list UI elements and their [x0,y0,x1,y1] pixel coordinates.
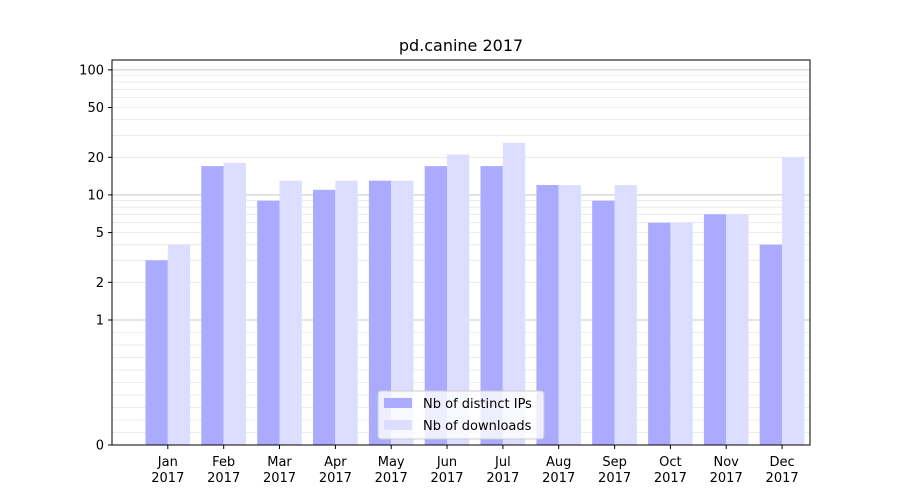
bar-downloads [670,222,693,445]
bar-distinct-ips [368,180,392,445]
bar-distinct-ips [257,200,280,445]
plot-frame [111,59,811,446]
x-tick-label-year: 2017 [486,471,519,486]
bar-downloads [391,180,414,445]
bar-distinct-ips [592,200,615,445]
bar-downloads [726,214,749,445]
bar-distinct-ips [480,166,503,445]
y-tick-label: 10 [87,188,104,203]
bar-distinct-ips [145,260,168,445]
legend-label-distinct-ips: Nb of distinct IPs [423,397,532,412]
x-tick-label-month: May [378,455,405,470]
y-tick-label: 0 [96,439,104,454]
legend-swatch-distinct-ips [384,398,412,408]
y-axis: 0 1 2 5 10 20 50 100 [79,63,112,454]
x-axis: Jan2017Feb2017Mar2017Apr2017May2017Jun20… [151,445,799,486]
x-tick-label-month: Jun [436,455,457,470]
y-tick-label: 20 [87,151,104,166]
x-tick-label-year: 2017 [319,471,352,486]
bar-distinct-ips [536,185,559,445]
bar-downloads [223,163,246,445]
bar-downloads [167,244,191,445]
legend-swatch-downloads [384,420,412,430]
y-tick-label: 1 [96,314,104,329]
x-tick-label-year: 2017 [542,471,575,486]
bar-downloads [558,185,581,445]
x-tick-label-year: 2017 [375,471,408,486]
legend-label-downloads: Nb of downloads [423,419,532,434]
bar-downloads [782,157,805,446]
x-tick-label-year: 2017 [710,471,743,486]
x-tick-label-month: Feb [212,455,235,470]
bar-downloads [502,143,526,445]
x-tick-label-month: Jan [157,455,178,470]
x-tick-label-year: 2017 [654,471,687,486]
y-tick-label: 50 [87,101,104,116]
x-tick-label-year: 2017 [430,471,463,486]
chart-title: pd.canine 2017 [399,36,523,55]
x-tick-label-month: Mar [267,455,292,470]
bar-distinct-ips [424,166,447,445]
x-tick-label-month: Apr [324,455,347,470]
bar-distinct-ips [201,166,224,445]
y-tick-label: 5 [96,226,104,241]
x-tick-label-year: 2017 [151,471,184,486]
bar-distinct-ips [703,214,727,445]
legend: Nb of distinct IPs Nb of downloads [377,390,545,440]
bars-layer [145,143,805,446]
bar-distinct-ips [648,222,671,445]
x-tick-label-year: 2017 [263,471,296,486]
x-tick-label-month: Dec [770,455,795,470]
bar-downloads [279,180,302,445]
y-tick-label: 100 [79,63,104,78]
x-tick-label-year: 2017 [766,471,799,486]
bar-downloads [335,180,358,445]
x-tick-label-month: Sep [602,455,627,470]
bar-downloads [447,154,470,445]
bar-downloads [614,185,637,445]
x-tick-label-year: 2017 [207,471,240,486]
x-tick-label-month: Jul [494,455,511,470]
x-tick-label-month: Nov [714,455,740,470]
bar-distinct-ips [759,244,782,445]
x-tick-label-month: Oct [659,455,681,470]
x-tick-label-year: 2017 [598,471,631,486]
legend-frame [377,390,545,440]
x-tick-label-month: Aug [546,455,571,470]
y-tick-label: 2 [96,276,104,291]
bar-distinct-ips [313,189,336,445]
